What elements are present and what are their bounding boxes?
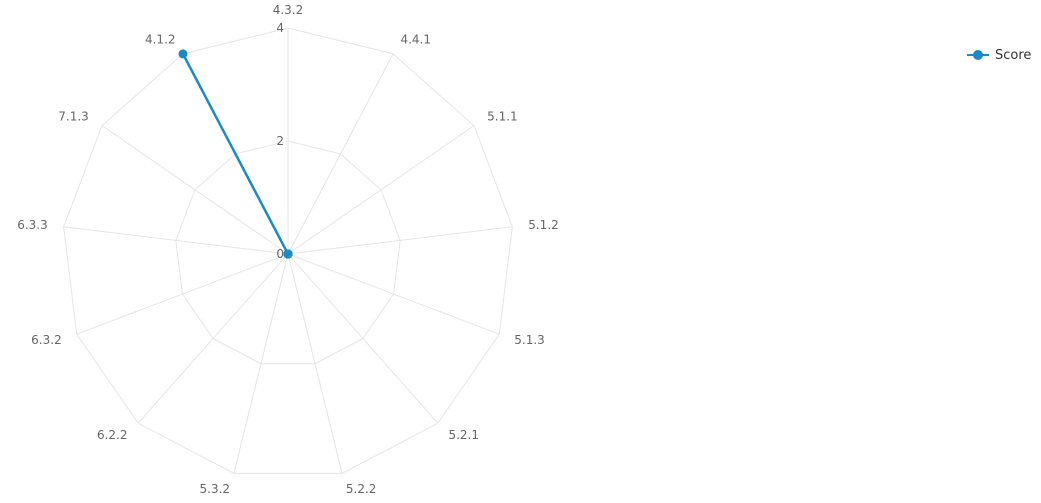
- axis-label-5.2.2: 5.2.2: [346, 482, 377, 496]
- grid-spoke-5.3.2: [233, 253, 289, 474]
- axis-label-6.2.2: 6.2.2: [97, 428, 128, 442]
- radial-tick-label-4: 4: [276, 21, 284, 35]
- grid-spoke-5.2.1: [287, 253, 439, 424]
- axis-label-5.1.3: 5.1.3: [514, 333, 545, 347]
- radar-grid: [63, 27, 513, 474]
- data-point-4.1.2[interactable]: [178, 49, 188, 59]
- legend[interactable]: Score: [967, 45, 1031, 65]
- grid-spoke-4.4.1: [287, 53, 394, 255]
- legend-score-swatch-icon: [967, 49, 989, 61]
- grid-spoke-5.1.2: [287, 226, 513, 255]
- axis-label-5.2.1: 5.2.1: [448, 428, 479, 442]
- axis-label-5.3.2: 5.3.2: [200, 482, 231, 496]
- radial-tick-labels: 0 2 4: [276, 21, 284, 261]
- grid-spoke-5.1.3: [287, 253, 500, 335]
- axis-label-7.1.3: 7.1.3: [58, 110, 89, 124]
- grid-ring-2: [175, 140, 401, 365]
- axis-label-6.3.3: 6.3.3: [17, 218, 48, 232]
- grid-ring-4: [63, 27, 513, 474]
- data-point-7.1.3[interactable]: [283, 249, 293, 259]
- series-line-score: [181, 52, 290, 256]
- grid-spoke-5.2.2: [287, 253, 343, 474]
- axis-label-5.1.2: 5.1.2: [528, 218, 559, 232]
- axis-label-4.3.2: 4.3.2: [273, 3, 304, 17]
- axis-label-4.1.2: 4.1.2: [145, 33, 176, 47]
- legend-score-label: Score: [995, 47, 1032, 63]
- axis-label-4.4.1: 4.4.1: [400, 33, 431, 47]
- radial-tick-label-0: 0: [276, 247, 284, 261]
- grid-spoke-6.3.2: [76, 253, 289, 335]
- series-layer: [178, 49, 293, 259]
- radial-tick-label-2: 2: [276, 134, 284, 148]
- axis-label-5.1.1: 5.1.1: [487, 110, 518, 124]
- grid-spoke-6.2.2: [137, 253, 289, 424]
- grid-spoke-5.1.1: [287, 125, 475, 255]
- grid-spoke-6.3.3: [63, 226, 289, 255]
- axis-label-6.3.2: 6.3.2: [31, 333, 62, 347]
- grid-spoke-7.1.3: [101, 125, 289, 255]
- axis-labels: 4.3.2 4.4.1 5.1.1 5.1.2 5.1.3 5.2.1 5.2.2 5.3.2…: [17, 3, 559, 496]
